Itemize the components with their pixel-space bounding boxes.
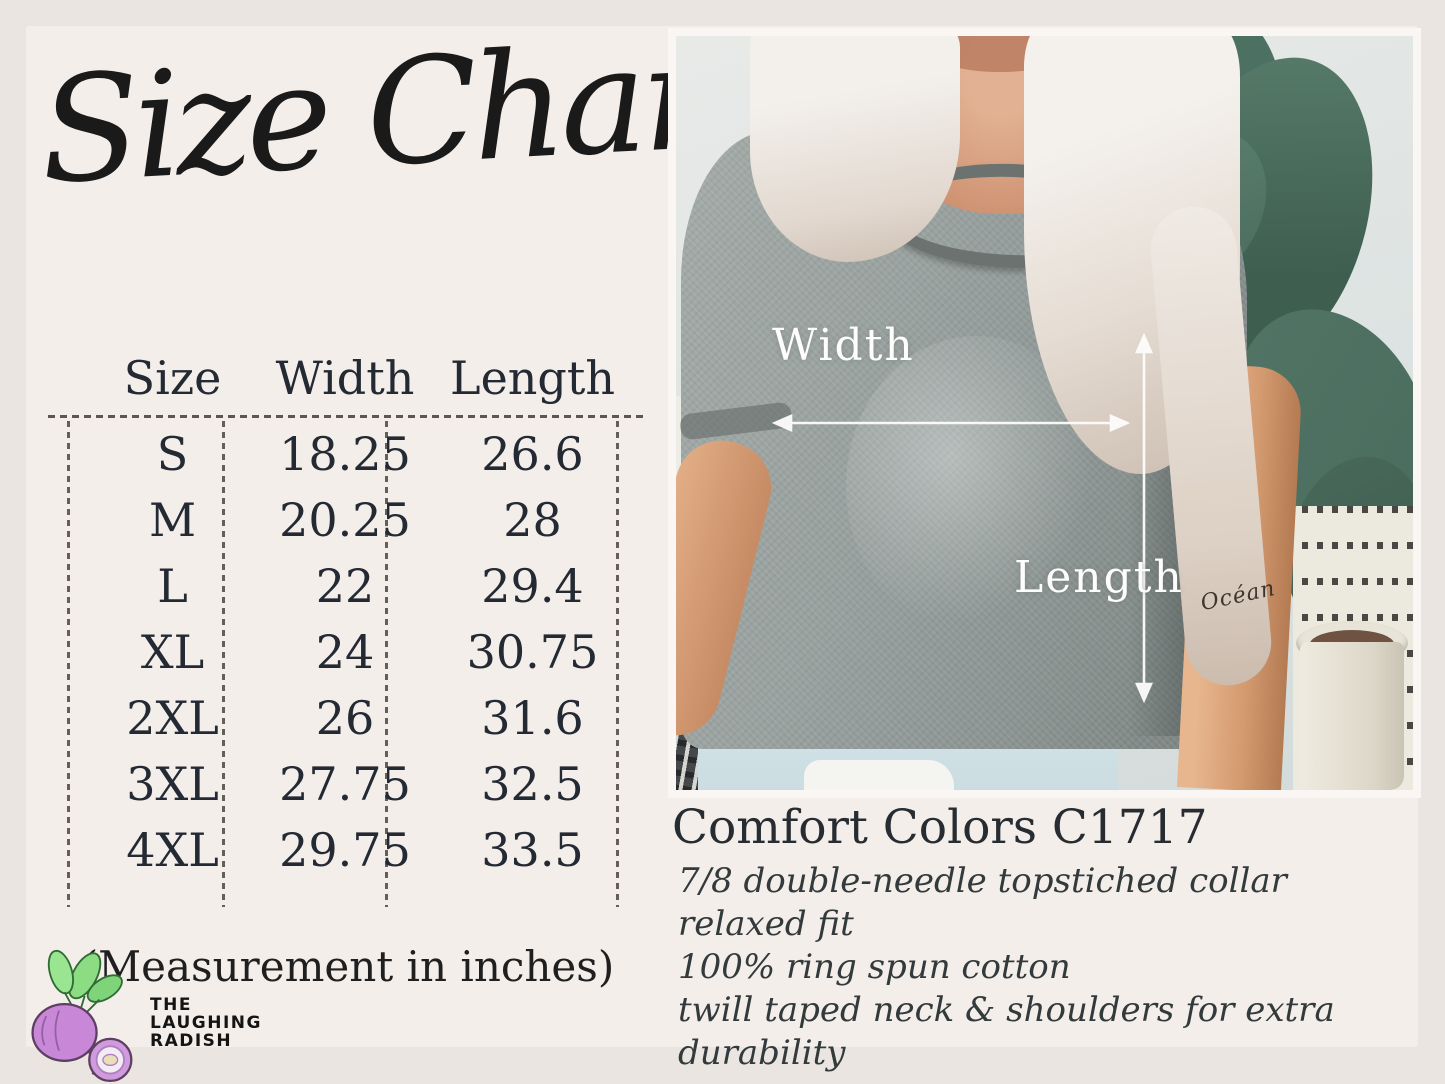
table-row: 2XL 26 31.6	[48, 685, 616, 751]
product-features: 7/8 double-needle topstiched collar rela…	[678, 860, 1445, 1075]
feature-line: twill taped neck & shoulders for extra d…	[678, 990, 1335, 1073]
size-cell: 4XL	[126, 823, 219, 877]
brand-name: THE LAUGHING RADISH	[150, 996, 262, 1050]
measurement-arrows	[771, 332, 1153, 704]
column-header-size: Size	[123, 351, 222, 405]
width-cell: 22	[315, 559, 375, 613]
length-cell: 29.4	[481, 559, 584, 613]
table-row: L 22 29.4	[48, 553, 616, 619]
size-cell: 3XL	[126, 757, 219, 811]
brand-logo: THE LAUGHING RADISH	[28, 948, 278, 1084]
table-column-line	[222, 421, 225, 907]
length-cell: 30.75	[466, 625, 599, 679]
length-cell: 31.6	[481, 691, 584, 745]
width-cell: 18.25	[279, 427, 411, 481]
size-cell: S	[156, 427, 189, 481]
brand-line: LAUGHING	[150, 1013, 262, 1033]
size-cell: L	[157, 559, 188, 613]
table-row: M 20.25 28	[48, 487, 616, 553]
table-row: 4XL 29.75 33.5	[48, 817, 616, 883]
product-photo: Océan Width Length	[668, 28, 1421, 798]
size-table-header: Size Width Length	[48, 345, 648, 411]
width-cell: 24	[315, 625, 375, 679]
product-name: Comfort Colors C1717	[672, 800, 1208, 855]
radish-logo-icon	[31, 949, 133, 1083]
table-row: XL 24 30.75	[48, 619, 616, 685]
width-cell: 20.25	[279, 493, 411, 547]
table-row: 3XL 27.75 32.5	[48, 751, 616, 817]
table-header-divider	[48, 415, 648, 418]
width-cell: 26	[315, 691, 375, 745]
length-cell: 28	[503, 493, 562, 547]
measurement-note: (Measurement in inches)	[81, 942, 615, 991]
width-cell: 27.75	[279, 757, 411, 811]
plant-pot	[1300, 642, 1404, 790]
length-label: Length	[1014, 552, 1184, 603]
brand-line: THE	[150, 995, 192, 1015]
column-header-width: Width	[275, 351, 415, 405]
feature-line: relaxed fit	[678, 904, 854, 944]
table-row: S 18.25 26.6	[48, 421, 616, 487]
column-header-length: Length	[450, 351, 615, 405]
size-table-body: S 18.25 26.6 M 20.25 28 L 22 29.4 XL 24 …	[48, 421, 616, 883]
table-column-line	[616, 421, 619, 907]
length-cell: 33.5	[481, 823, 584, 877]
width-cell: 29.75	[279, 823, 411, 877]
brand-line: RADISH	[150, 1031, 233, 1051]
model-hair	[750, 36, 960, 262]
length-cell: 32.5	[481, 757, 584, 811]
size-cell: M	[148, 493, 197, 547]
feature-line: 7/8 double-needle topstiched collar	[678, 861, 1287, 901]
table-column-line	[67, 421, 70, 907]
page-title: Size Chart	[35, 9, 762, 217]
size-table: Size Width Length S 18.25 26.6 M 20.25 2…	[48, 345, 648, 925]
length-cell: 26.6	[481, 427, 584, 481]
width-label: Width	[772, 320, 915, 371]
feature-line: 100% ring spun cotton	[678, 947, 1071, 987]
table-column-line	[385, 421, 388, 907]
size-cell: XL	[140, 625, 205, 679]
white-sneaker	[804, 760, 954, 790]
size-cell: 2XL	[126, 691, 219, 745]
